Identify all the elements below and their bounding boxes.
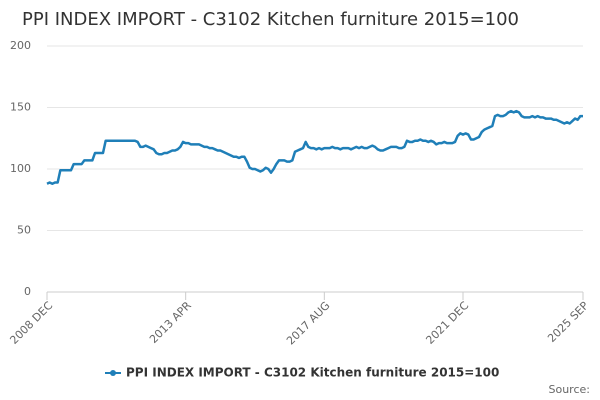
legend-marker [110,370,116,376]
y-tick-label: 50 [17,224,31,237]
source: Source: [549,383,591,396]
y-tick-label: 200 [10,39,31,52]
x-tick-label: 2021 DEC [423,299,471,347]
series-line [46,109,583,186]
x-tick-label: 2008 DEC [7,299,55,347]
x-tick-label: 2017 AUG [284,299,333,348]
legend-label: PPI INDEX IMPORT - C3102 Kitchen furnitu… [126,366,499,380]
x-tick-label: 2025 SEP [545,299,591,345]
y-tick-label: 100 [10,162,31,175]
y-tick-label: 150 [10,101,31,114]
chart-title: PPI INDEX IMPORT - C3102 Kitchen furnitu… [22,9,519,30]
y-tick-label: 0 [24,285,31,298]
x-tick-label: 2013 APR [147,299,194,346]
